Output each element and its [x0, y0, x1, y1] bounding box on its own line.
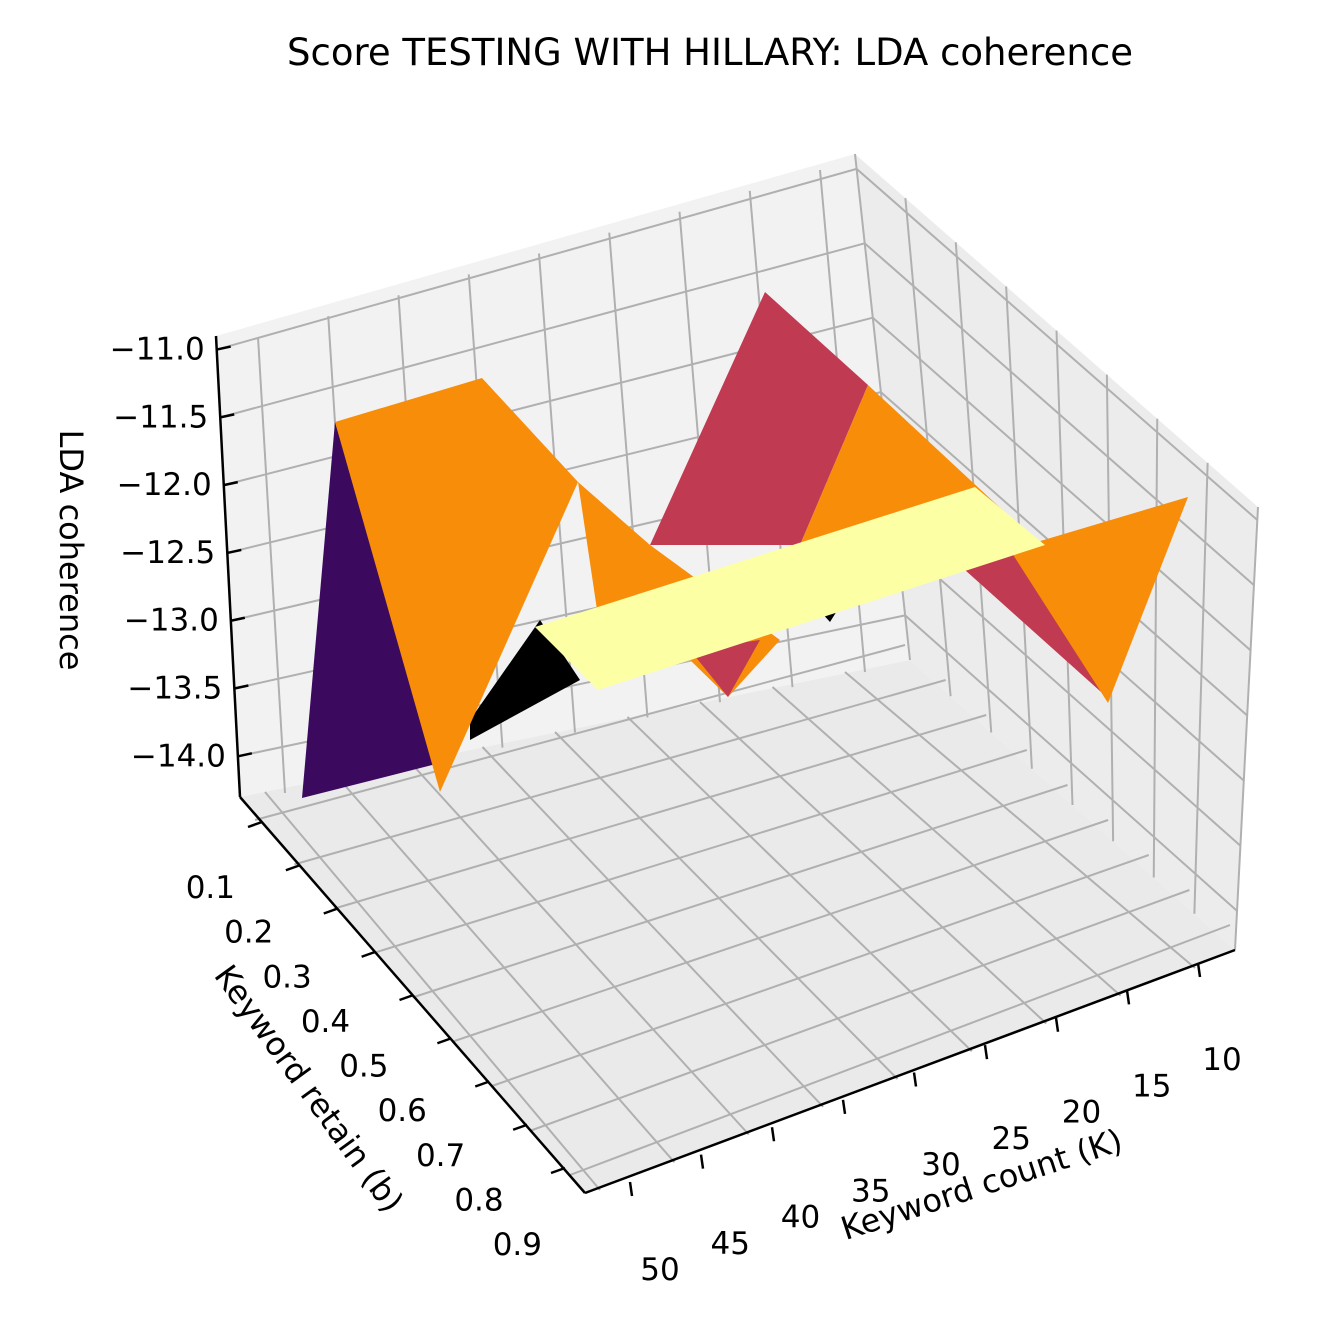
floor-grid-line-x — [336, 776, 676, 1163]
floor-grid-line-x — [264, 791, 601, 1191]
y-tick-label: 0.2 — [224, 915, 273, 951]
right-pane-grid-line-vertical — [1234, 506, 1259, 951]
x-tick-label: 50 — [640, 1252, 679, 1288]
z-tick-mark — [237, 752, 253, 758]
floor-grid-line-x — [626, 716, 973, 1052]
x-tick-label: 25 — [992, 1121, 1031, 1157]
z-tick-mark — [219, 413, 235, 419]
z-tick-mark — [216, 345, 231, 351]
x-tick-mark — [770, 1127, 776, 1142]
y-tick-label: 0.5 — [339, 1049, 388, 1085]
axes-lines — [214, 335, 1236, 1197]
z-tick-label: −11.0 — [110, 332, 205, 368]
floor-grid-line-y — [490, 854, 1150, 1088]
x-tick-label: 45 — [711, 1226, 750, 1262]
tick-labels: −14.0 −13.5 −13.0 −12.5 −12.0 −11.5 −11.0 0.1 0.… — [110, 332, 1242, 1288]
y-tick-mark — [399, 993, 414, 1002]
x-tick-label: 10 — [1202, 1042, 1241, 1078]
x-tick-label: 15 — [1132, 1068, 1171, 1104]
y-tick-label: 0.1 — [186, 870, 235, 906]
floor-grid-line-y — [412, 784, 1068, 999]
floor-grid-line-y — [254, 644, 906, 821]
back-pane-grid-line-z — [219, 242, 1255, 586]
right-pane-grid-line-vertical — [1152, 418, 1159, 878]
surface-patch-orange-left — [335, 378, 578, 792]
y-tick-label: 0.3 — [262, 959, 311, 995]
z-tick-mark — [223, 480, 239, 487]
z-tick-label: −12.5 — [120, 535, 215, 571]
x-tick-label: 30 — [921, 1147, 960, 1183]
y-tick-mark — [247, 820, 263, 829]
floor-grid-line-x — [409, 761, 750, 1136]
floor-grid-line-x — [844, 671, 1196, 969]
x-tick-mark — [841, 1099, 847, 1115]
floor-grid-line-y — [451, 819, 1109, 1043]
z-tick-mark — [230, 616, 246, 622]
chart-title: Score TESTING WITH HILLARY: LDA coherenc… — [287, 31, 1133, 74]
surface-patch-black-left — [470, 620, 580, 740]
floor-grid-line-x — [481, 746, 824, 1108]
x-tick-mark — [1054, 1017, 1060, 1032]
surface-patch-purple — [302, 422, 440, 798]
y-tick-label: 0.4 — [301, 1004, 350, 1040]
x-tick-mark — [628, 1181, 634, 1197]
floor-grid-line-x — [771, 686, 1122, 997]
x-tick-mark — [912, 1072, 918, 1087]
x-tick-label: 40 — [781, 1200, 820, 1236]
floor-grid-line-x — [554, 731, 899, 1080]
surface — [302, 292, 1188, 798]
x-tick-label: 20 — [1062, 1095, 1101, 1131]
x-tick-label: 35 — [851, 1173, 890, 1209]
floor-grid-line-x — [699, 701, 1047, 1025]
y-tick-mark — [436, 1037, 452, 1045]
y-tick-label: 0.6 — [378, 1093, 427, 1129]
z-tick-label: −12.0 — [117, 467, 212, 503]
floor-grid-line-y — [294, 679, 946, 866]
z-tick-label: −14.0 — [131, 738, 226, 774]
z-tick-label: −11.5 — [113, 399, 208, 435]
x-tick-mark — [699, 1154, 705, 1169]
left-pane-grid-line-vertical — [257, 336, 286, 794]
x-tick-mark — [983, 1044, 989, 1060]
back-pane-grid-line-z — [216, 167, 1258, 521]
y-tick-mark — [285, 864, 301, 872]
floor-grid-line-y — [372, 749, 1028, 955]
y-tick-mark — [512, 1123, 528, 1131]
surface-patch-yellow-ribbon — [535, 487, 1045, 690]
z-tick-mark — [227, 548, 242, 555]
y-tick-label: 0.9 — [493, 1227, 542, 1263]
right-pane-grid-line-vertical — [1193, 462, 1209, 914]
y-tick-label: 0.8 — [454, 1182, 503, 1218]
z-tick-mark — [234, 684, 249, 690]
floor-grid-line-y — [569, 924, 1231, 1176]
y-axis-label: Keyword retain (b) — [207, 958, 412, 1220]
z-axis-label: LDA coherence — [52, 430, 90, 671]
y-tick-mark — [474, 1080, 490, 1088]
y-tick-mark — [361, 950, 377, 958]
surface-patch-crimson-back — [650, 292, 868, 545]
floor-pane — [240, 660, 1235, 1193]
y-tick-mark — [550, 1166, 566, 1175]
y-tick-label: 0.7 — [416, 1138, 465, 1174]
z-tick-label: −13.0 — [124, 603, 219, 639]
floor-grid-line-y — [333, 714, 987, 910]
y-tick-mark — [323, 907, 339, 915]
x-tick-mark — [1125, 990, 1131, 1005]
z-axis-line — [214, 335, 242, 798]
z-tick-label: −13.5 — [127, 671, 222, 707]
surface-patch-orange-right — [1010, 497, 1188, 703]
floor-grid-line-y — [530, 889, 1190, 1132]
x-tick-mark — [1196, 962, 1202, 978]
surface-patch-crimson-right — [965, 545, 1110, 700]
